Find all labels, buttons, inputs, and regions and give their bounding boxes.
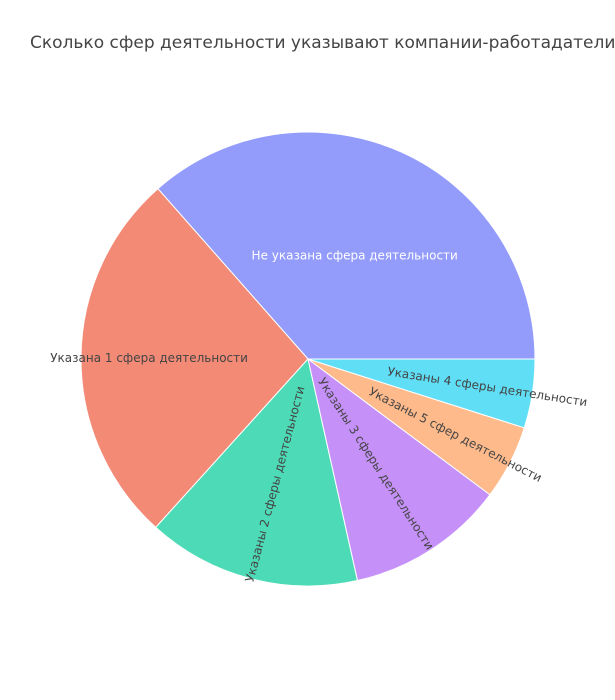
slice-label-2: Указана 1 сфера деятельности (50, 351, 248, 365)
pie-slice-3[interactable] (155, 357, 359, 587)
slice-label-1: Не указана сфера деятельности (252, 249, 458, 263)
pie-slice-2[interactable] (80, 188, 309, 529)
pie-slice-6[interactable] (307, 358, 536, 429)
chart-title: Сколько сфер деятельности указывают комп… (30, 33, 615, 53)
pie-slices (80, 131, 536, 587)
pie-slice-4[interactable] (307, 357, 491, 582)
pie-slice-1[interactable] (157, 131, 536, 360)
